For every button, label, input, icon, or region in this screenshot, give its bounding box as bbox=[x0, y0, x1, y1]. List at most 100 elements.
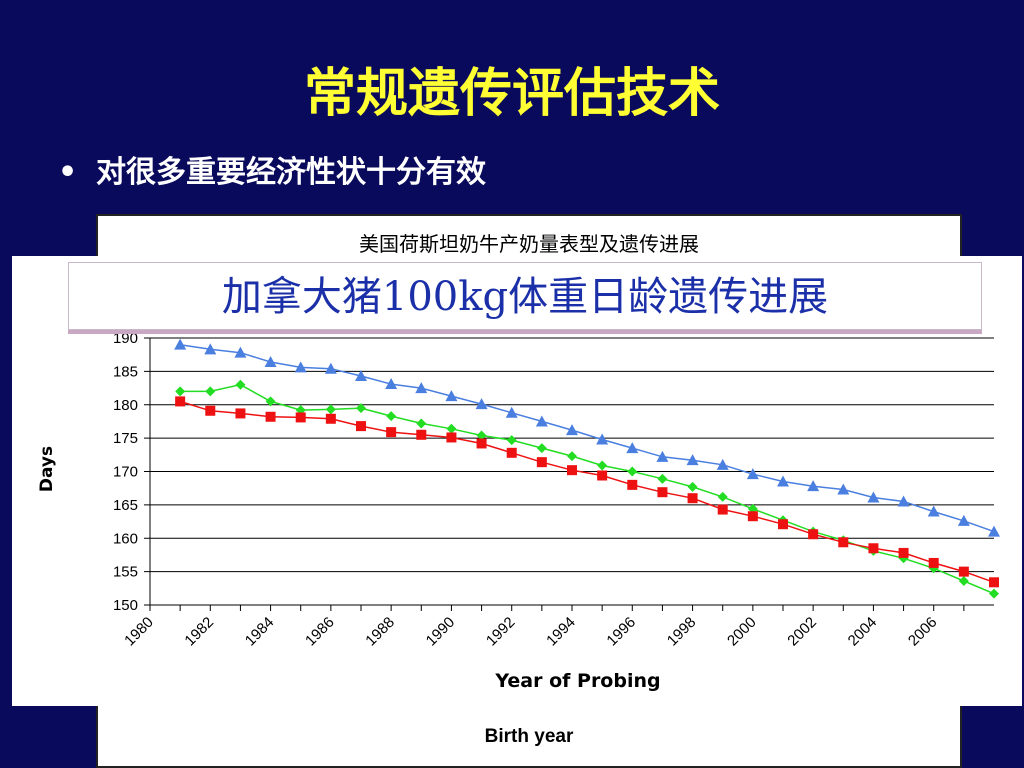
x-tick-label: 1982 bbox=[181, 614, 217, 650]
series-square-point bbox=[325, 413, 336, 424]
series-diamond-point bbox=[567, 451, 577, 462]
x-axis-label: Year of Probing bbox=[494, 670, 660, 692]
background-figure-title: 美国荷斯坦奶牛产奶量表型及遗传进展 bbox=[359, 232, 699, 256]
series-diamond-point bbox=[506, 435, 517, 446]
series-square-point bbox=[205, 405, 216, 416]
series-triangle-point bbox=[535, 415, 548, 427]
series-triangle-point bbox=[626, 442, 639, 454]
x-tick-label: 1988 bbox=[362, 614, 398, 650]
series-diamond-point bbox=[928, 563, 939, 574]
series-square-point bbox=[597, 470, 608, 481]
series-triangle-point bbox=[897, 495, 910, 507]
series-triangle-point bbox=[475, 398, 488, 410]
series-triangle-point bbox=[385, 378, 398, 390]
series-diamond-point bbox=[989, 588, 999, 599]
series-diamond-point bbox=[476, 430, 487, 441]
series-square-point bbox=[295, 412, 306, 423]
series-triangle-point bbox=[505, 406, 518, 418]
series-triangle-point bbox=[234, 346, 247, 358]
series-square-line bbox=[179, 400, 995, 584]
series-diamond-point bbox=[687, 481, 698, 492]
series-triangle-point bbox=[716, 458, 729, 470]
series-triangle-point bbox=[566, 424, 578, 436]
series-triangle-point bbox=[867, 491, 880, 503]
x-tick-label: 1998 bbox=[664, 614, 700, 650]
series-square-point bbox=[175, 396, 186, 407]
x-tick-label: 1986 bbox=[302, 614, 338, 650]
y-tick-label: 155 bbox=[113, 564, 138, 581]
bullet-marker: • bbox=[58, 155, 78, 190]
series-diamond-point bbox=[205, 386, 216, 397]
series-square-point bbox=[989, 577, 999, 588]
x-tick-label: 2000 bbox=[724, 614, 760, 650]
series-diamond-point bbox=[446, 423, 457, 434]
y-tick-label: 175 bbox=[113, 430, 138, 447]
series-diamond-point bbox=[235, 379, 246, 390]
y-tick-label: 150 bbox=[113, 597, 138, 614]
y-tick-label: 180 bbox=[113, 397, 138, 414]
series-triangle-point bbox=[777, 475, 789, 487]
series-triangle-point bbox=[294, 361, 307, 373]
series-triangle-point bbox=[837, 483, 850, 495]
series-triangle-point bbox=[415, 382, 428, 394]
series-square-point bbox=[717, 504, 728, 515]
y-tick-label: 170 bbox=[113, 464, 138, 481]
chart-title: 加拿大猪100kg体重日龄遗传进展 bbox=[221, 274, 829, 320]
x-tick-label: 1980 bbox=[121, 614, 157, 650]
series-diamond-point bbox=[717, 491, 728, 502]
series-square-point bbox=[928, 557, 939, 568]
series-square-point bbox=[808, 529, 819, 540]
x-tick-label: 2004 bbox=[845, 614, 881, 650]
series-diamond-point bbox=[627, 466, 638, 477]
x-tick-label: 2002 bbox=[784, 614, 820, 650]
x-tick-label: 1994 bbox=[543, 614, 579, 650]
series-square-point bbox=[567, 465, 577, 476]
series-square-point bbox=[265, 411, 276, 422]
series-diamond-point bbox=[597, 460, 608, 471]
series-triangle-point bbox=[355, 370, 367, 382]
series-square-point bbox=[506, 447, 517, 458]
series-square-point bbox=[476, 438, 487, 449]
series-diamond-point bbox=[356, 403, 366, 414]
series-square-point bbox=[446, 432, 457, 443]
series-square-point bbox=[747, 511, 758, 522]
series-square-point bbox=[536, 457, 547, 468]
series-triangle-point bbox=[807, 480, 820, 492]
y-tick-label: 190 bbox=[113, 330, 138, 347]
series-square-point bbox=[386, 427, 397, 438]
series-square-point bbox=[627, 479, 638, 490]
series-diamond-point bbox=[657, 473, 668, 484]
series-diamond-point bbox=[325, 404, 336, 415]
bullet-text: 对很多重要经济性状十分有效 bbox=[96, 155, 486, 190]
series-square-point bbox=[687, 493, 698, 504]
series-square-point bbox=[898, 547, 909, 558]
series-diamond-point bbox=[536, 443, 547, 454]
series-triangle-point bbox=[174, 338, 187, 350]
series-square-point bbox=[235, 408, 246, 419]
chart-title-box: 加拿大猪100kg体重日龄遗传进展 bbox=[68, 262, 982, 330]
series-triangle-point bbox=[264, 356, 277, 368]
line-chart: 150 155 160 165 170 175 180 185 190 1980 1982 1984 1… bbox=[37, 330, 1000, 692]
series-square-point bbox=[657, 487, 668, 498]
series-triangle-point bbox=[324, 362, 337, 374]
series-square-point bbox=[356, 421, 366, 432]
series-triangle-point bbox=[445, 390, 458, 402]
series-square-point bbox=[416, 429, 427, 440]
series-triangle-point bbox=[746, 468, 759, 480]
x-tick-label: 2006 bbox=[905, 614, 941, 650]
series-diamond-point bbox=[386, 411, 397, 422]
series-square-point bbox=[778, 519, 788, 530]
series-diamond-point bbox=[958, 575, 969, 586]
y-tick-label: 185 bbox=[113, 363, 138, 380]
y-tick-label: 165 bbox=[113, 497, 138, 514]
series-triangle-point bbox=[957, 514, 970, 526]
series-triangle-line bbox=[179, 343, 995, 533]
x-tick-label: 1992 bbox=[483, 614, 519, 650]
x-tick-label: 1984 bbox=[242, 614, 278, 650]
series-diamond-point bbox=[265, 396, 276, 407]
series-diamond-point bbox=[175, 386, 186, 397]
background-figure-xlabel: Birth year bbox=[484, 726, 574, 747]
series-triangle-point bbox=[656, 450, 669, 462]
x-tick-label: 1996 bbox=[603, 614, 639, 650]
series-square-point bbox=[838, 537, 849, 548]
